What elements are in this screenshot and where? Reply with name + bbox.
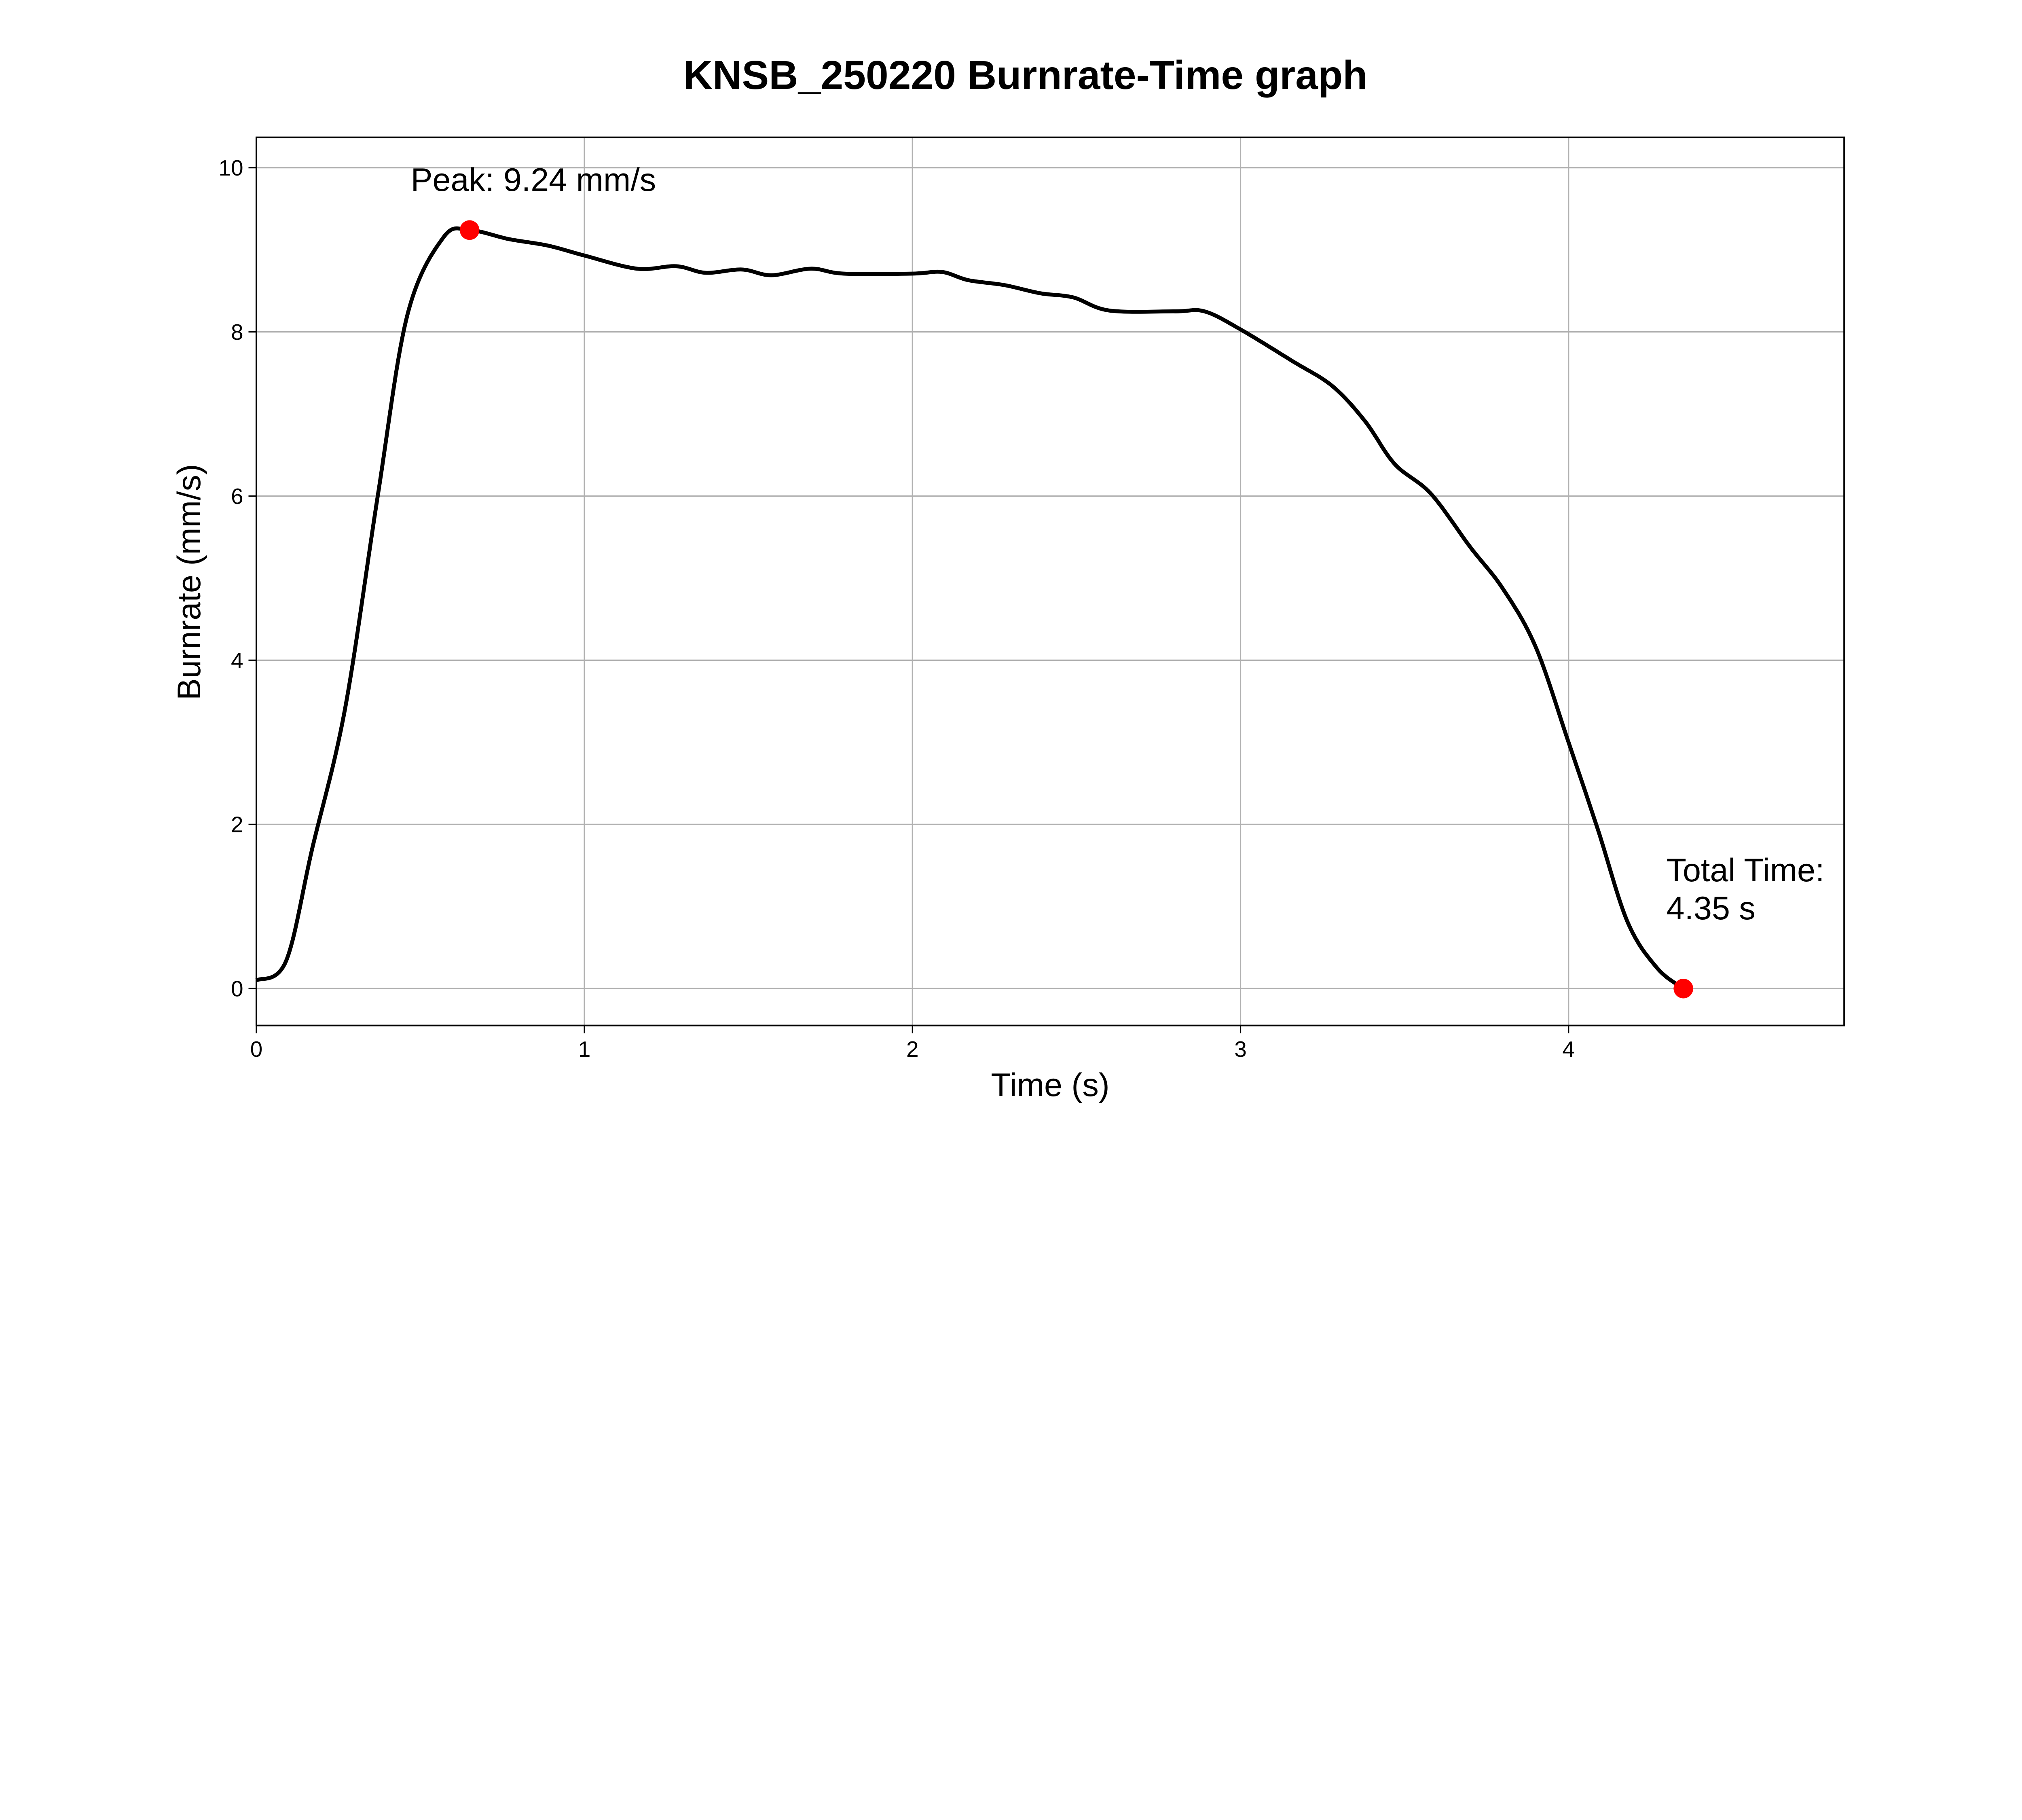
- y-tick-label: 6: [231, 484, 243, 509]
- x-axis-label: Time (s): [991, 1067, 1109, 1103]
- peak-label: Peak: 9.24 mm/s: [411, 162, 656, 198]
- total-time-label: 4.35 s: [1667, 890, 1756, 927]
- ticks: 0 1 2 3 4 0 2 4 6 8 10: [218, 155, 1575, 1062]
- x-tick-label: 1: [578, 1037, 591, 1062]
- y-axis-label: Burnrate (mm/s): [171, 464, 207, 700]
- grid: [256, 137, 1844, 1026]
- y-tick-label: 0: [231, 976, 243, 1001]
- x-tick-label: 4: [1562, 1037, 1575, 1062]
- y-tick-label: 10: [218, 155, 243, 180]
- y-tick-label: 2: [231, 812, 243, 837]
- total-time-marker: [1673, 978, 1693, 999]
- burnrate-line: [255, 226, 1685, 990]
- plot-frame: [255, 136, 1845, 1026]
- total-time-label: Total Time:: [1667, 852, 1825, 889]
- x-tick-label: 2: [906, 1037, 919, 1062]
- y-tick-label: 8: [231, 320, 243, 345]
- y-tick-label: 4: [231, 648, 243, 673]
- annotations: Peak: 9.24 mm/s Total Time:4.35 s: [411, 162, 1825, 999]
- peak-marker: [459, 220, 480, 240]
- burnrate-time-chart: KNSB_250220 Burnrate-Time graph 0 1 2 3 4 0 2 4…: [171, 53, 1845, 1103]
- chart-title: KNSB_250220 Burnrate-Time graph: [683, 53, 1368, 98]
- x-tick-label: 0: [250, 1037, 263, 1062]
- x-tick-label: 3: [1234, 1037, 1247, 1062]
